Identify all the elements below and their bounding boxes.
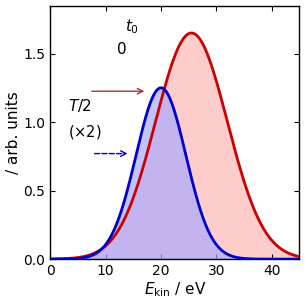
X-axis label: $E_{\rm kin}$ / eV: $E_{\rm kin}$ / eV [144,281,206,300]
Y-axis label: / arb. units: / arb. units [5,91,20,174]
Text: $t_0$: $t_0$ [125,17,139,36]
Text: ($\times$2): ($\times$2) [68,124,101,142]
Text: 0: 0 [117,42,127,57]
Text: $T/2$: $T/2$ [68,97,92,114]
